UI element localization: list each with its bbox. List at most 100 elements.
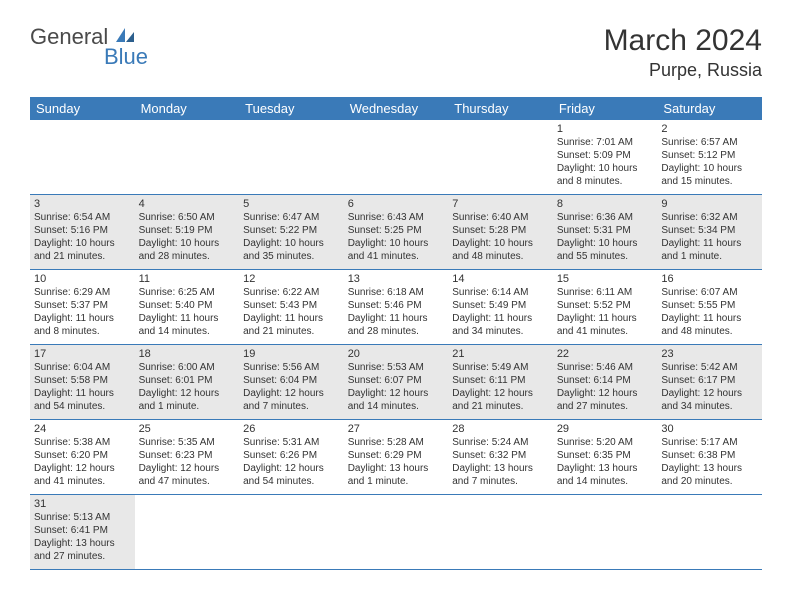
sunrise-text: Sunrise: 7:01 AM — [557, 136, 654, 149]
daylight-text-1: Daylight: 11 hours — [661, 237, 758, 250]
calendar-cell: 13Sunrise: 6:18 AMSunset: 5:46 PMDayligh… — [344, 270, 449, 345]
calendar-cell: 5Sunrise: 6:47 AMSunset: 5:22 PMDaylight… — [239, 195, 344, 270]
daylight-text-1: Daylight: 10 hours — [452, 237, 549, 250]
daylight-text-2: and 14 minutes. — [557, 475, 654, 488]
daylight-text-1: Daylight: 13 hours — [348, 462, 445, 475]
calendar-row: 17Sunrise: 6:04 AMSunset: 5:58 PMDayligh… — [30, 345, 762, 420]
daylight-text-2: and 48 minutes. — [452, 250, 549, 263]
calendar-cell — [344, 120, 449, 195]
day-number: 29 — [557, 423, 654, 435]
calendar-row: 31Sunrise: 5:13 AMSunset: 6:41 PMDayligh… — [30, 495, 762, 570]
month-title: March 2024 — [604, 24, 762, 58]
daylight-text-1: Daylight: 10 hours — [661, 162, 758, 175]
day-number: 12 — [243, 273, 340, 285]
daylight-text-2: and 1 minute. — [661, 250, 758, 263]
daylight-text-2: and 48 minutes. — [661, 325, 758, 338]
daylight-text-2: and 41 minutes. — [557, 325, 654, 338]
calendar-cell: 12Sunrise: 6:22 AMSunset: 5:43 PMDayligh… — [239, 270, 344, 345]
calendar-cell: 1Sunrise: 7:01 AMSunset: 5:09 PMDaylight… — [553, 120, 658, 195]
calendar-cell: 8Sunrise: 6:36 AMSunset: 5:31 PMDaylight… — [553, 195, 658, 270]
sunset-text: Sunset: 5:52 PM — [557, 299, 654, 312]
daylight-text-1: Daylight: 11 hours — [34, 312, 131, 325]
sunset-text: Sunset: 6:35 PM — [557, 449, 654, 462]
calendar-cell: 11Sunrise: 6:25 AMSunset: 5:40 PMDayligh… — [135, 270, 240, 345]
sunset-text: Sunset: 6:23 PM — [139, 449, 236, 462]
weekday-header: Thursday — [448, 97, 553, 120]
daylight-text-2: and 35 minutes. — [243, 250, 340, 263]
calendar-cell — [657, 495, 762, 570]
calendar-header-row: SundayMondayTuesdayWednesdayThursdayFrid… — [30, 97, 762, 120]
weekday-header: Friday — [553, 97, 658, 120]
calendar-cell — [553, 495, 658, 570]
sunrise-text: Sunrise: 6:14 AM — [452, 286, 549, 299]
sunrise-text: Sunrise: 6:25 AM — [139, 286, 236, 299]
calendar-cell: 28Sunrise: 5:24 AMSunset: 6:32 PMDayligh… — [448, 420, 553, 495]
sunrise-text: Sunrise: 6:00 AM — [139, 361, 236, 374]
calendar-cell: 27Sunrise: 5:28 AMSunset: 6:29 PMDayligh… — [344, 420, 449, 495]
sunrise-text: Sunrise: 5:31 AM — [243, 436, 340, 449]
sunset-text: Sunset: 5:34 PM — [661, 224, 758, 237]
day-number: 22 — [557, 348, 654, 360]
weekday-header: Wednesday — [344, 97, 449, 120]
sunset-text: Sunset: 6:29 PM — [348, 449, 445, 462]
calendar-cell: 10Sunrise: 6:29 AMSunset: 5:37 PMDayligh… — [30, 270, 135, 345]
daylight-text-1: Daylight: 13 hours — [661, 462, 758, 475]
sunrise-text: Sunrise: 6:47 AM — [243, 211, 340, 224]
sunset-text: Sunset: 6:26 PM — [243, 449, 340, 462]
sunset-text: Sunset: 6:38 PM — [661, 449, 758, 462]
weekday-header: Sunday — [30, 97, 135, 120]
calendar-cell: 6Sunrise: 6:43 AMSunset: 5:25 PMDaylight… — [344, 195, 449, 270]
daylight-text-1: Daylight: 11 hours — [243, 312, 340, 325]
sunrise-text: Sunrise: 6:18 AM — [348, 286, 445, 299]
daylight-text-1: Daylight: 10 hours — [348, 237, 445, 250]
sunrise-text: Sunrise: 6:57 AM — [661, 136, 758, 149]
daylight-text-2: and 47 minutes. — [139, 475, 236, 488]
daylight-text-1: Daylight: 12 hours — [243, 387, 340, 400]
day-number: 6 — [348, 198, 445, 210]
calendar-cell: 26Sunrise: 5:31 AMSunset: 6:26 PMDayligh… — [239, 420, 344, 495]
daylight-text-1: Daylight: 12 hours — [452, 387, 549, 400]
calendar-row: 24Sunrise: 5:38 AMSunset: 6:20 PMDayligh… — [30, 420, 762, 495]
logo-text-general: General — [30, 24, 108, 50]
calendar-cell: 14Sunrise: 6:14 AMSunset: 5:49 PMDayligh… — [448, 270, 553, 345]
logo: General Blue — [30, 24, 138, 50]
calendar-cell — [448, 120, 553, 195]
day-number: 14 — [452, 273, 549, 285]
day-number: 23 — [661, 348, 758, 360]
sunset-text: Sunset: 5:46 PM — [348, 299, 445, 312]
day-number: 7 — [452, 198, 549, 210]
daylight-text-1: Daylight: 11 hours — [139, 312, 236, 325]
day-number: 31 — [34, 498, 131, 510]
sunrise-text: Sunrise: 5:46 AM — [557, 361, 654, 374]
calendar-row: 10Sunrise: 6:29 AMSunset: 5:37 PMDayligh… — [30, 270, 762, 345]
daylight-text-2: and 20 minutes. — [661, 475, 758, 488]
sunset-text: Sunset: 6:14 PM — [557, 374, 654, 387]
daylight-text-1: Daylight: 11 hours — [661, 312, 758, 325]
daylight-text-2: and 34 minutes. — [452, 325, 549, 338]
day-number: 27 — [348, 423, 445, 435]
sunset-text: Sunset: 5:22 PM — [243, 224, 340, 237]
day-number: 26 — [243, 423, 340, 435]
calendar-cell: 21Sunrise: 5:49 AMSunset: 6:11 PMDayligh… — [448, 345, 553, 420]
daylight-text-1: Daylight: 12 hours — [139, 387, 236, 400]
calendar-cell — [448, 495, 553, 570]
sunset-text: Sunset: 5:16 PM — [34, 224, 131, 237]
sunrise-text: Sunrise: 6:54 AM — [34, 211, 131, 224]
calendar-cell: 2Sunrise: 6:57 AMSunset: 5:12 PMDaylight… — [657, 120, 762, 195]
calendar-cell: 22Sunrise: 5:46 AMSunset: 6:14 PMDayligh… — [553, 345, 658, 420]
daylight-text-2: and 7 minutes. — [452, 475, 549, 488]
daylight-text-1: Daylight: 12 hours — [243, 462, 340, 475]
sunrise-text: Sunrise: 6:04 AM — [34, 361, 131, 374]
sunrise-text: Sunrise: 5:35 AM — [139, 436, 236, 449]
daylight-text-2: and 21 minutes. — [452, 400, 549, 413]
weekday-header: Saturday — [657, 97, 762, 120]
daylight-text-2: and 21 minutes. — [243, 325, 340, 338]
day-number: 2 — [661, 123, 758, 135]
sunset-text: Sunset: 6:01 PM — [139, 374, 236, 387]
sunset-text: Sunset: 6:41 PM — [34, 524, 131, 537]
daylight-text-2: and 27 minutes. — [34, 550, 131, 563]
calendar-cell: 16Sunrise: 6:07 AMSunset: 5:55 PMDayligh… — [657, 270, 762, 345]
day-number: 21 — [452, 348, 549, 360]
daylight-text-2: and 14 minutes. — [348, 400, 445, 413]
sunrise-text: Sunrise: 6:11 AM — [557, 286, 654, 299]
